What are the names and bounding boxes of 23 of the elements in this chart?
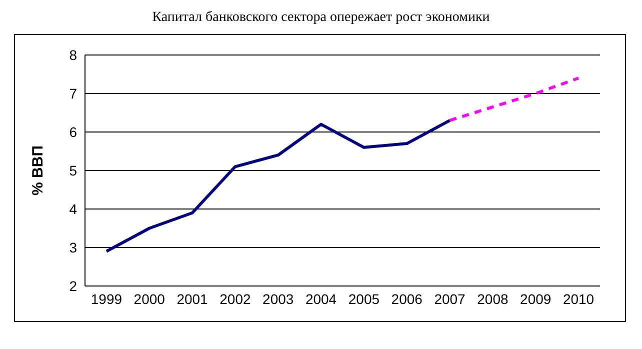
- y-tick-label: 7: [69, 85, 78, 102]
- y-tick-label: 6: [69, 124, 78, 140]
- x-tick-label: 2004: [305, 290, 337, 307]
- x-tick-label: 2002: [220, 290, 251, 307]
- y-axis-title: % ВВП: [29, 146, 46, 196]
- x-tick-label: 2008: [477, 290, 508, 307]
- x-tick-label: 2009: [520, 290, 552, 307]
- x-tick-label: 2006: [391, 290, 423, 307]
- chart-title: Капитал банковского сектора опережает рост экономики: [151, 9, 491, 27]
- y-tick-label: 3: [69, 239, 78, 256]
- y-tick-label: 5: [69, 162, 78, 178]
- x-tick-label: 2007: [434, 290, 466, 307]
- line-series: [448, 76, 580, 122]
- y-tick-label: 8: [69, 46, 78, 63]
- y-tick-label: 4: [69, 200, 78, 217]
- y-tick-label: 2: [69, 278, 78, 294]
- x-tick-label: 2003: [262, 290, 294, 307]
- x-tick-label: 1999: [90, 290, 122, 307]
- x-tick-label: 2010: [562, 290, 594, 307]
- x-tick-label: 2005: [348, 290, 380, 307]
- x-tick-label: 2000: [134, 290, 166, 307]
- x-tick-label: 2001: [176, 290, 208, 307]
- line-series: [104, 118, 452, 253]
